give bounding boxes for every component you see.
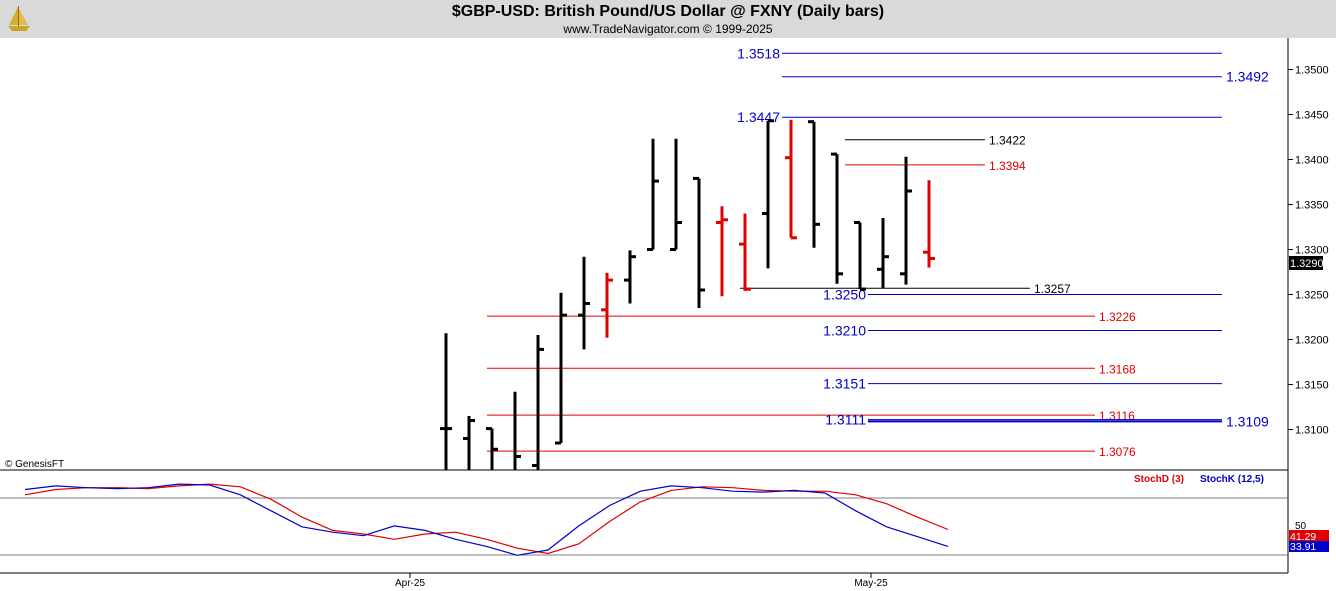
stoch-tick-50: 50 <box>1295 521 1307 532</box>
stoch-d-legend: StochD (3) <box>1134 474 1184 485</box>
price-tick-label: 1.3500 <box>1295 65 1329 77</box>
level-label: 1.3394 <box>989 159 1026 173</box>
price-tick-label: 1.3250 <box>1295 290 1329 302</box>
price-tick-label: 1.3350 <box>1295 200 1329 212</box>
stoch-k-badge <box>1289 541 1329 552</box>
level-label: 1.3111 <box>825 412 866 428</box>
stoch-d-line <box>24 483 949 555</box>
price-chart[interactable]: 1.3518 1.3492 1.3447 1.3422 1.3394 1.3257 1.32… <box>0 38 1336 591</box>
level-label: 1.3168 <box>1099 362 1136 376</box>
price-tick-label: 1.3200 <box>1295 335 1329 347</box>
level-label: 1.3226 <box>1099 310 1136 324</box>
stoch-k-legend: StochK (12,5) <box>1200 474 1264 485</box>
level-label: 1.3210 <box>823 323 866 339</box>
price-tick-label: 1.3400 <box>1295 155 1329 167</box>
price-tick-label: 1.3100 <box>1295 425 1329 437</box>
level-label: 1.3447 <box>737 109 780 125</box>
level-label: 1.3492 <box>1226 69 1269 85</box>
price-tick-label: 1.3150 <box>1295 380 1329 392</box>
level-label: 1.3076 <box>1099 445 1136 459</box>
stoch-k-value: 33.91 <box>1290 541 1316 553</box>
chart-header: $GBP-USD: British Pound/US Dollar @ FXNY… <box>0 0 1336 38</box>
level-label: 1.3151 <box>823 376 866 392</box>
level-label: 1.3250 <box>823 287 866 303</box>
chart-title: $GBP-USD: British Pound/US Dollar @ FXNY… <box>451 3 885 20</box>
stoch-d-value: 41.29 <box>1290 531 1316 543</box>
price-tick-label: 1.3300 <box>1295 245 1329 257</box>
last-price-label: 1.3290 <box>1290 258 1324 270</box>
stoch-k-line <box>24 483 949 556</box>
chart-subtitle: www.TradeNavigator.com © 1999-2025 <box>563 22 773 36</box>
level-label: 1.3257 <box>1034 282 1071 296</box>
price-tick-label: 1.3450 <box>1295 110 1329 122</box>
genesis-watermark: © GenesisFT <box>5 459 64 470</box>
time-tick-label: May-25 <box>854 578 888 589</box>
time-tick-label: Apr-25 <box>395 578 425 589</box>
stoch-d-badge <box>1289 530 1329 542</box>
level-label: 1.3109 <box>1226 413 1269 429</box>
level-label: 1.3422 <box>989 134 1026 148</box>
ship-logo-icon <box>8 6 30 31</box>
last-price-badge <box>1289 256 1323 270</box>
level-label: 1.3518 <box>737 45 780 61</box>
